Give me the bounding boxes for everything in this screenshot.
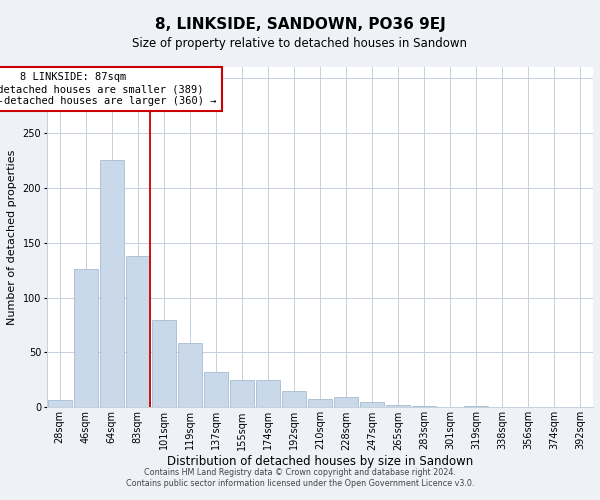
Y-axis label: Number of detached properties: Number of detached properties (7, 150, 17, 325)
Bar (230, 380, 254, 407)
Bar (126, 256, 150, 408)
Bar (282, 391, 306, 407)
Bar (256, 380, 280, 407)
Bar (386, 405, 410, 407)
Text: Contains HM Land Registry data © Crown copyright and database right 2024.
Contai: Contains HM Land Registry data © Crown c… (126, 468, 474, 487)
Bar (48, 400, 71, 407)
Bar (412, 406, 436, 407)
Bar (100, 160, 124, 408)
Text: Size of property relative to detached houses in Sandown: Size of property relative to detached ho… (133, 38, 467, 51)
Bar (152, 320, 176, 408)
Bar (74, 269, 98, 407)
Bar (360, 402, 384, 407)
Text: 8, LINKSIDE, SANDOWN, PO36 9EJ: 8, LINKSIDE, SANDOWN, PO36 9EJ (155, 18, 445, 32)
Text: 8 LINKSIDE: 87sqm
← 52% of detached houses are smaller (389)
48% of semi-detache: 8 LINKSIDE: 87sqm ← 52% of detached hous… (0, 72, 217, 106)
Bar (308, 398, 332, 407)
Bar (334, 398, 358, 407)
Bar (464, 406, 488, 407)
Bar (178, 342, 202, 407)
X-axis label: Distribution of detached houses by size in Sandown: Distribution of detached houses by size … (167, 455, 473, 468)
Bar (204, 372, 228, 408)
